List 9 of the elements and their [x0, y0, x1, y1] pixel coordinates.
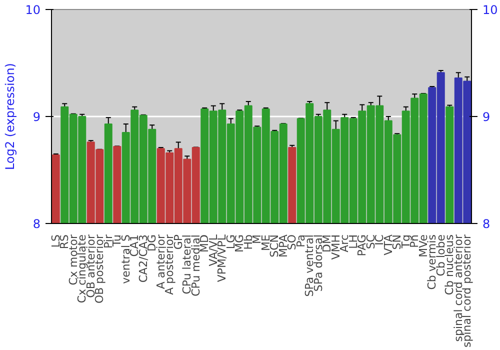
x-tick-label: A posterior — [163, 234, 176, 295]
y2-tick-label: 8 — [482, 217, 490, 231]
y-tick-label: 9 — [32, 110, 41, 124]
x-tick-label: OB posterior — [93, 234, 106, 304]
y-axis-title: Log2 (expression) — [3, 63, 18, 170]
y-tick-label: 10 — [25, 3, 41, 17]
y2-tick-label: 10 — [482, 3, 498, 17]
y-tick-label: 8 — [32, 217, 41, 231]
y2-tick-label: 9 — [482, 110, 490, 124]
